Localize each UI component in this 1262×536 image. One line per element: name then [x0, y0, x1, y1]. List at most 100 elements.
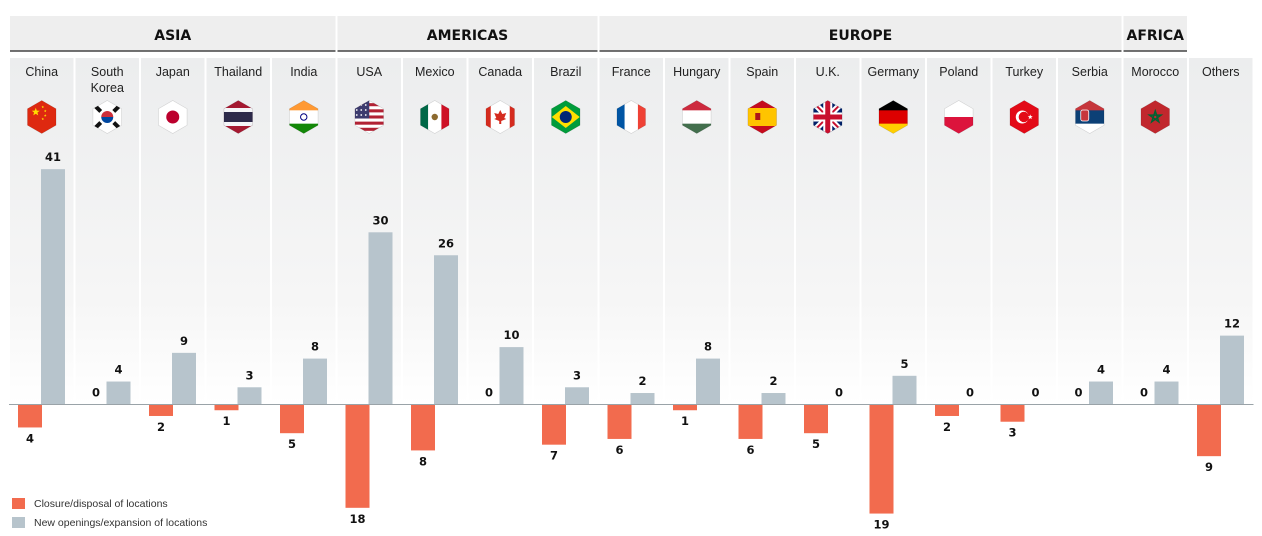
bar-closure-hungary — [673, 404, 697, 411]
bar-openings-serbia — [1089, 381, 1113, 405]
country-label-south-korea-line2: Korea — [91, 81, 124, 95]
bar-closure-turkey — [1000, 404, 1025, 422]
country-label-india: India — [290, 65, 317, 79]
legend-item-closure: Closure/disposal of locations — [12, 494, 207, 513]
value-closure-u-k: 5 — [812, 437, 820, 451]
south-korea-flag-icon — [92, 100, 122, 134]
legend-label-closure: Closure/disposal of locations — [34, 497, 168, 510]
country-label-poland: Poland — [939, 65, 978, 79]
country-label-france: France — [612, 65, 651, 79]
india-flag-icon — [289, 100, 319, 134]
country-label-spain: Spain — [746, 65, 778, 79]
region-label-europe: EUROPE — [829, 28, 892, 44]
bar-closure-china — [18, 404, 42, 428]
region-label-africa: AFRICA — [1127, 28, 1185, 44]
value-openings-france: 2 — [638, 374, 646, 388]
germany-flag-icon — [878, 100, 908, 134]
country-label-brazil: Brazil — [550, 65, 581, 79]
bar-closure-mexico — [411, 404, 435, 451]
country-label-china: China — [25, 65, 58, 79]
bar-closure-brazil — [542, 404, 566, 445]
country-label-japan: Japan — [156, 65, 190, 79]
country-label-mexico: Mexico — [415, 65, 455, 79]
value-closure-serbia: 0 — [1074, 386, 1082, 400]
value-openings-u-k: 0 — [835, 386, 843, 400]
country-label-others: Others — [1202, 65, 1240, 79]
value-openings-germany: 5 — [900, 357, 908, 371]
bar-closure-germany — [869, 404, 894, 514]
country-label-morocco: Morocco — [1131, 65, 1179, 79]
bar-closure-thailand — [214, 404, 239, 411]
bar-openings-hungary — [696, 358, 720, 405]
japan-flag-icon — [158, 100, 188, 134]
usa-flag-icon — [354, 100, 384, 134]
legend: Closure/disposal of locations New openin… — [12, 494, 207, 532]
bar-openings-thailand — [237, 387, 262, 405]
bar-openings-japan — [172, 352, 196, 405]
bar-openings-brazil — [565, 387, 589, 405]
bar-closure-japan — [149, 404, 173, 416]
region-bg-europe — [599, 16, 1122, 51]
legend-swatch-closure — [12, 498, 25, 509]
bar-openings-china — [41, 169, 65, 405]
value-closure-morocco: 0 — [1140, 386, 1148, 400]
value-closure-poland: 2 — [943, 420, 951, 434]
serbia-flag-icon — [1075, 100, 1105, 134]
bar-openings-germany — [892, 375, 917, 405]
country-label-thailand: Thailand — [214, 65, 262, 79]
canada-flag-icon — [485, 100, 515, 134]
value-closure-south-korea: 0 — [92, 386, 100, 400]
region-bg-africa — [1123, 16, 1187, 51]
region-label-americas: AMERICAS — [427, 28, 509, 44]
bar-openings-mexico — [434, 255, 458, 405]
value-closure-others: 9 — [1205, 460, 1213, 474]
legend-swatch-openings — [12, 517, 25, 528]
bar-openings-india — [303, 358, 327, 405]
country-label-hungary: Hungary — [673, 65, 721, 79]
value-openings-morocco: 4 — [1162, 363, 1170, 377]
region-bg-americas — [337, 16, 598, 51]
mexico-flag-icon — [420, 100, 450, 134]
bar-openings-france — [630, 393, 655, 405]
legend-label-openings: New openings/expansion of locations — [34, 516, 208, 529]
bar-openings-south-korea — [106, 381, 131, 405]
bar-closure-u-k — [804, 404, 828, 434]
value-closure-canada: 0 — [485, 386, 493, 400]
hungary-flag-icon — [682, 100, 712, 134]
country-label-germany: Germany — [868, 65, 920, 79]
bar-openings-canada — [499, 347, 524, 405]
thailand-flag-icon — [223, 100, 253, 134]
bar-closure-usa — [345, 404, 370, 508]
value-openings-china: 41 — [45, 150, 61, 164]
value-openings-usa: 30 — [372, 213, 388, 227]
value-closure-spain: 6 — [746, 443, 754, 457]
country-label-south-korea-line1: South — [91, 65, 124, 79]
bar-openings-morocco — [1154, 381, 1179, 405]
value-closure-germany: 19 — [873, 518, 889, 532]
value-openings-poland: 0 — [966, 386, 974, 400]
value-openings-others: 12 — [1224, 317, 1240, 331]
region-label-asia: ASIA — [154, 28, 191, 44]
country-label-turkey: Turkey — [1005, 65, 1043, 79]
value-openings-canada: 10 — [503, 328, 519, 342]
country-label-u-k: U.K. — [816, 65, 840, 79]
country-label-serbia: Serbia — [1072, 65, 1108, 79]
value-openings-hungary: 8 — [704, 340, 712, 354]
bar-closure-poland — [935, 404, 959, 416]
value-openings-mexico: 26 — [438, 236, 454, 250]
value-openings-thailand: 3 — [245, 368, 253, 382]
bar-closure-spain — [738, 404, 763, 439]
value-openings-india: 8 — [311, 340, 319, 354]
value-closure-france: 6 — [615, 443, 623, 457]
bar-closure-others — [1197, 404, 1221, 457]
value-closure-brazil: 7 — [550, 449, 558, 463]
value-closure-china: 4 — [26, 431, 34, 445]
value-closure-usa: 18 — [349, 512, 365, 526]
france-flag-icon — [616, 100, 646, 134]
value-closure-india: 5 — [288, 437, 296, 451]
bar-closure-india — [280, 404, 304, 434]
bar-openings-others — [1220, 335, 1244, 405]
value-openings-turkey: 0 — [1031, 386, 1039, 400]
value-openings-serbia: 4 — [1097, 363, 1105, 377]
